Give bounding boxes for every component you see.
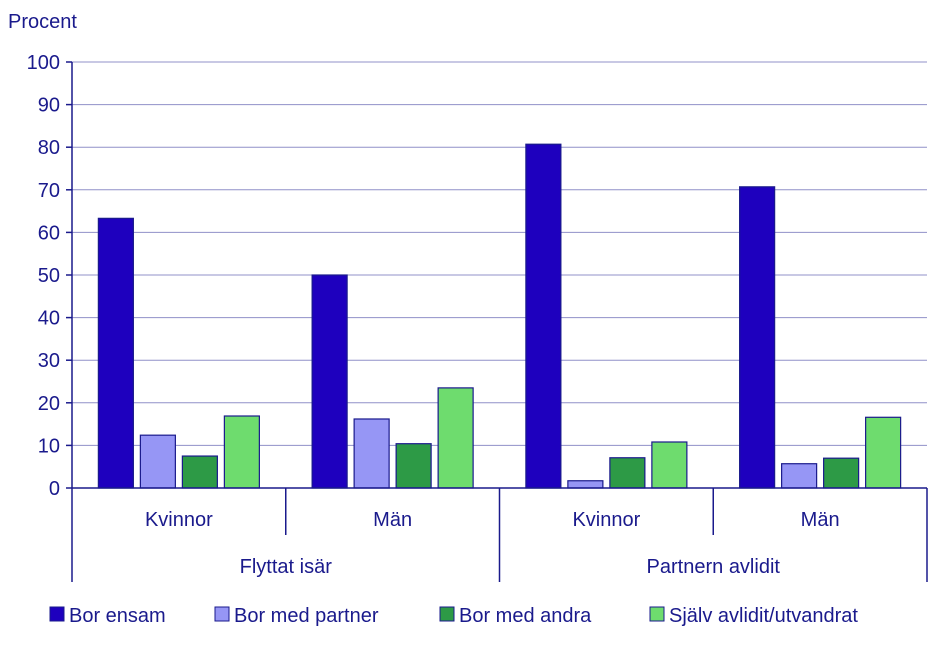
bar-2-3 <box>567 480 604 489</box>
bar-4-1 <box>223 415 260 489</box>
bar-2-1 <box>139 434 176 489</box>
x-category-label: Män <box>801 509 840 531</box>
y-tick-labels: 0 10 20 30 40 50 60 70 80 90 100 <box>27 52 60 500</box>
bar-1-4 <box>739 186 776 489</box>
y-tick-label: 30 <box>38 350 60 372</box>
bar-4-4 <box>865 416 902 489</box>
legend-swatch <box>649 606 665 622</box>
legend-label: Bor ensam <box>69 605 166 627</box>
legend: Bor ensam Bor med partner Bor med andra Sjä… <box>49 605 858 627</box>
y-tick-label: 90 <box>38 95 60 117</box>
bars <box>97 143 902 489</box>
x-category-label: Kvinnor <box>572 509 640 531</box>
y-tick-label: 70 <box>38 180 60 202</box>
y-tick-label: 20 <box>38 393 60 415</box>
y-tick-label: 60 <box>38 222 60 244</box>
x-group-label: Partnern avlidit <box>647 556 781 578</box>
gridlines <box>72 61 927 446</box>
bar-3-3 <box>609 457 646 489</box>
x-group-label: Flyttat isär <box>240 556 333 578</box>
y-tick-label: 100 <box>27 52 60 74</box>
bar-3-1 <box>181 455 218 489</box>
bar-2-2 <box>353 418 390 489</box>
x-axis-categories: Kvinnor Män Kvinnor Män Flyttat isär Partnern… <box>71 488 928 582</box>
legend-label: Bor med andra <box>459 605 592 627</box>
bar-2-4 <box>781 463 818 489</box>
y-axis-unit-label: Procent <box>8 11 77 33</box>
bar-1-3 <box>525 143 562 489</box>
legend-label: Själv avlidit/utvandrat <box>669 605 858 627</box>
x-category-label: Män <box>373 509 412 531</box>
legend-swatch <box>439 606 455 622</box>
bar-4-2 <box>437 387 474 489</box>
bar-1-2 <box>311 274 348 489</box>
legend-label: Bor med partner <box>234 605 379 627</box>
y-tick-label: 50 <box>38 265 60 287</box>
legend-swatch <box>49 606 65 622</box>
bar-3-4 <box>823 457 860 489</box>
bar-1-1 <box>97 217 134 489</box>
y-tick-label: 80 <box>38 137 60 159</box>
x-category-label: Kvinnor <box>145 509 213 531</box>
y-tick-label: 10 <box>38 435 60 457</box>
y-tick-label: 40 <box>38 308 60 330</box>
legend-swatch <box>214 606 230 622</box>
bar-4-3 <box>651 441 688 489</box>
y-tick-label: 0 <box>49 478 60 500</box>
bar-3-2 <box>395 443 432 489</box>
